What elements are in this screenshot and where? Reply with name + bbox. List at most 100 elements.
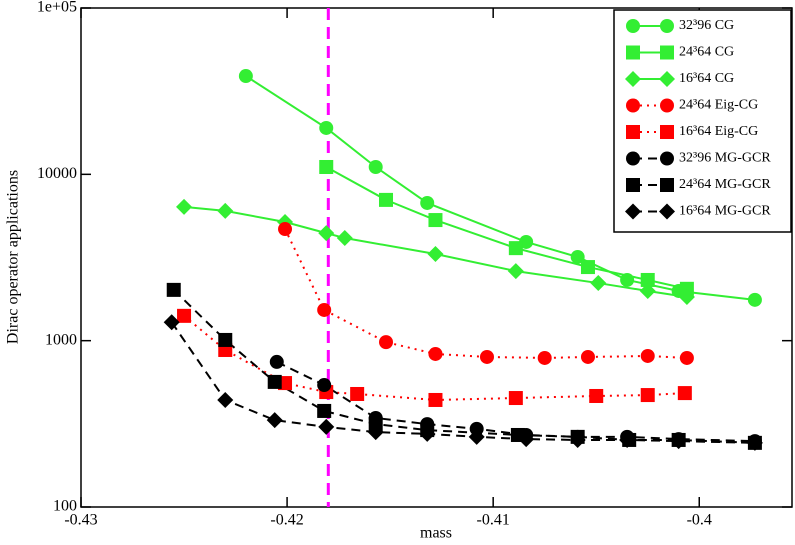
legend-label: 24³64 CG [679, 45, 734, 60]
marker [670, 433, 687, 450]
marker [659, 203, 675, 220]
marker [677, 386, 692, 401]
marker [537, 350, 552, 365]
marker [626, 98, 640, 113]
marker [317, 302, 332, 317]
marker [639, 282, 656, 299]
marker [626, 19, 640, 33]
marker [318, 225, 335, 242]
marker [238, 69, 253, 84]
marker [508, 391, 523, 406]
series-line [173, 289, 755, 444]
marker [625, 71, 641, 87]
y-tick-label: 1e+05 [37, 0, 77, 16]
marker [318, 418, 335, 435]
marker [679, 281, 694, 296]
marker [267, 374, 282, 389]
marker [420, 195, 435, 210]
marker [678, 289, 695, 306]
legend-label: 24³64 MG-GCR [679, 177, 771, 192]
marker [580, 349, 595, 364]
marker [368, 159, 383, 174]
marker [660, 45, 674, 60]
marker [620, 272, 635, 287]
series-line [284, 228, 687, 359]
y-tick-label: 1000 [45, 331, 77, 348]
marker [660, 125, 674, 139]
marker [177, 308, 192, 323]
marker [269, 354, 284, 369]
marker [679, 350, 694, 365]
marker [469, 421, 484, 436]
x-tick-label: -0.42 [270, 512, 303, 529]
marker [336, 230, 353, 247]
marker [218, 332, 233, 347]
marker [659, 71, 675, 87]
marker [518, 431, 535, 448]
y-tick-label: 10000 [37, 165, 77, 182]
plot-frame [80, 7, 793, 508]
marker [746, 434, 763, 451]
legend-label: 32³96 CG [679, 18, 734, 33]
marker [176, 198, 193, 215]
marker [278, 222, 293, 237]
marker [479, 349, 494, 364]
marker [625, 203, 641, 220]
x-axis-label: mass [420, 525, 452, 542]
marker [626, 45, 640, 60]
marker [590, 275, 607, 292]
marker [508, 241, 523, 256]
marker [428, 213, 443, 228]
marker [428, 392, 443, 407]
marker [379, 192, 394, 207]
marker [317, 403, 332, 418]
series-line [170, 321, 755, 444]
marker [660, 178, 674, 192]
marker [640, 348, 655, 363]
marker [660, 98, 674, 113]
y-axis-label: Dirac operator applications [5, 170, 22, 344]
series-line [183, 205, 688, 299]
y-tick-label: 100 [53, 498, 77, 515]
marker [319, 120, 334, 135]
marker [217, 202, 234, 219]
marker [626, 151, 640, 166]
marker [166, 282, 181, 297]
marker [569, 431, 586, 448]
marker [317, 378, 332, 393]
marker [367, 424, 384, 441]
legend-label: 32³96 MG-GCR [679, 151, 771, 166]
marker [217, 391, 234, 408]
marker [468, 428, 485, 445]
legend-label: 16³64 Eig-CG [679, 124, 758, 139]
legend-label: 24³64 Eig-CG [679, 98, 758, 113]
marker [589, 388, 604, 403]
marker [619, 431, 636, 448]
marker [507, 263, 524, 280]
marker [580, 260, 595, 275]
marker [626, 125, 640, 139]
marker [163, 314, 180, 331]
marker [640, 272, 655, 287]
legend-box [613, 9, 792, 233]
marker [660, 151, 674, 166]
legend: 32³96 CG 24³64 CG 16³64 CG 24³64 Eig-CG 16³6… [613, 9, 792, 233]
marker [350, 386, 365, 401]
marker [419, 425, 436, 442]
marker [319, 159, 334, 174]
marker [626, 178, 640, 192]
marker [266, 412, 283, 429]
marker [427, 245, 444, 262]
series-line [276, 361, 755, 443]
x-tick-label: -0.41 [477, 512, 510, 529]
x-tick-label: -0.4 [687, 512, 712, 529]
legend-label: 16³64 CG [679, 71, 734, 86]
x-tick-label: -0.43 [64, 512, 97, 529]
marker [379, 335, 394, 350]
marker [640, 388, 655, 403]
marker [747, 292, 762, 307]
marker [428, 346, 443, 361]
legend-label: 16³64 MG-GCR [679, 204, 771, 219]
marker [660, 19, 674, 33]
